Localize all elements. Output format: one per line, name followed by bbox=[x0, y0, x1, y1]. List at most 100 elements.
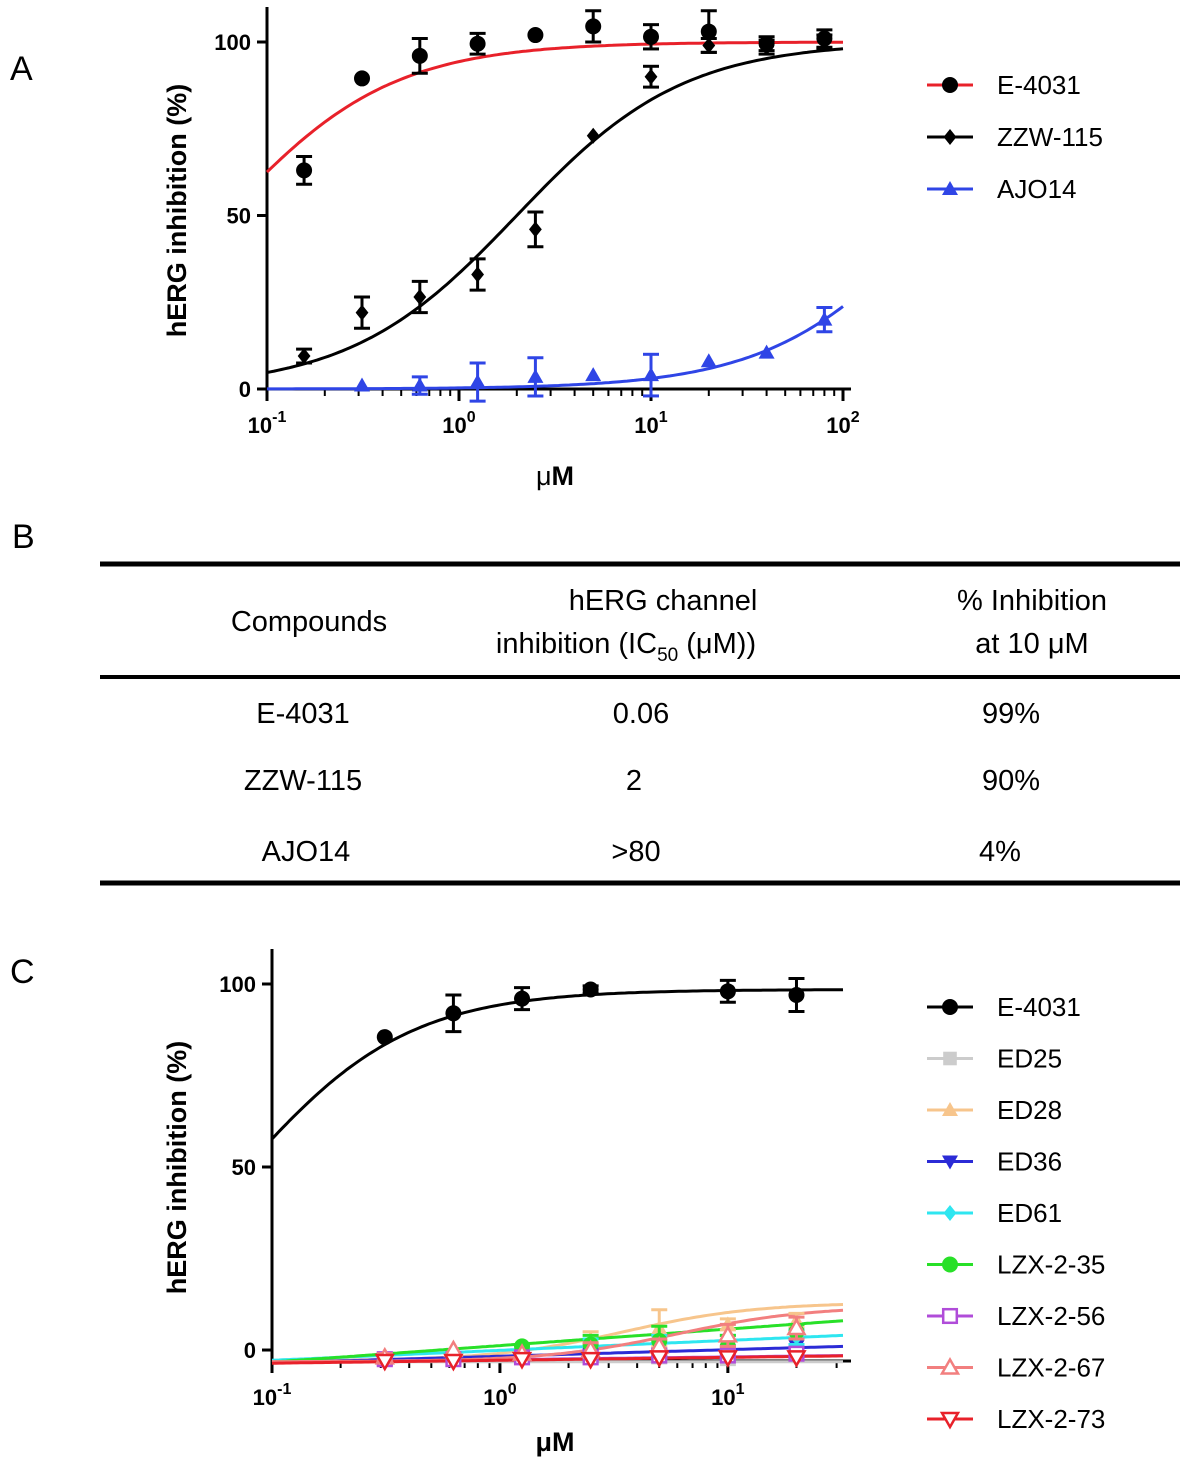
x-axis-title-unit: M bbox=[552, 461, 575, 491]
data-point bbox=[514, 990, 531, 1007]
legend-label: LZX-2-73 bbox=[997, 1404, 1105, 1434]
data-point bbox=[717, 1324, 739, 1343]
data-point bbox=[760, 39, 773, 56]
curve-ZZW-115 bbox=[266, 47, 844, 374]
table-cell-r0-c2: 99% bbox=[982, 698, 1040, 730]
series-AJO14 bbox=[354, 305, 833, 403]
curve-ED28 bbox=[272, 1303, 844, 1363]
data-point bbox=[527, 368, 544, 383]
x-axis-title-prefix: μ bbox=[536, 461, 552, 491]
legend-label: E-4031 bbox=[997, 70, 1081, 100]
data-point bbox=[580, 1351, 601, 1370]
data-point bbox=[376, 1029, 393, 1046]
legend-label: LZX-2-35 bbox=[997, 1250, 1105, 1280]
data-point bbox=[471, 266, 485, 283]
x-tick-base: 10 bbox=[442, 413, 466, 438]
y-axis-title: hERG inhibition (%) bbox=[162, 84, 192, 337]
legend-marker bbox=[939, 1411, 961, 1430]
legend-label: LZX-2-56 bbox=[997, 1301, 1105, 1331]
data-point bbox=[355, 304, 369, 321]
data-point bbox=[700, 23, 717, 40]
table-header-pct-line2: at 10 μM bbox=[975, 628, 1088, 660]
table-cell-r0-c0: E-4031 bbox=[256, 698, 350, 730]
series-LZX-2-73 bbox=[374, 1350, 807, 1372]
data-point bbox=[469, 374, 486, 389]
data-point bbox=[700, 353, 717, 368]
x-axis-title: μM bbox=[536, 461, 574, 491]
data-point bbox=[644, 68, 658, 85]
data-point bbox=[585, 367, 602, 382]
x-tick-base: 10 bbox=[253, 1385, 277, 1410]
x-tick-exponent: -1 bbox=[277, 1381, 291, 1398]
data-point bbox=[719, 983, 736, 1000]
y-tick-label: 100 bbox=[214, 30, 251, 55]
table-cell-r1-c0: ZZW-115 bbox=[244, 765, 362, 797]
y-tick-label: 50 bbox=[227, 204, 251, 229]
x-tick-label: 102 bbox=[826, 409, 859, 438]
table-cell-r2-c2: 4% bbox=[979, 836, 1021, 868]
data-point bbox=[529, 221, 542, 238]
panel-letter-b: B bbox=[12, 518, 35, 556]
table-cell-r1-c2: 90% bbox=[982, 765, 1040, 797]
data-point bbox=[411, 47, 428, 64]
legend-label: ZZW-115 bbox=[997, 122, 1103, 152]
data-point bbox=[817, 34, 831, 50]
legend-label: ED61 bbox=[997, 1198, 1062, 1228]
data-point bbox=[586, 127, 600, 144]
series-ZZW-115 bbox=[296, 33, 833, 365]
x-tick-label: 10-1 bbox=[248, 409, 287, 438]
y-tick-label: 100 bbox=[219, 972, 256, 997]
y-tick-label: 0 bbox=[244, 1338, 256, 1363]
table-header-ic50-line1: hERG channel bbox=[569, 585, 758, 617]
x-tick-exponent: 0 bbox=[508, 1381, 517, 1398]
data-point bbox=[354, 377, 371, 392]
ic50-line2-before: inhibition (IC bbox=[496, 628, 657, 660]
legend-marker bbox=[942, 999, 958, 1015]
data-point bbox=[786, 1317, 807, 1336]
data-point bbox=[643, 367, 659, 382]
panel-letter-a: A bbox=[10, 50, 33, 88]
data-point bbox=[758, 344, 775, 359]
curve-E-4031 bbox=[270, 988, 844, 1140]
ic50-line2-after: (μM)) bbox=[678, 628, 756, 660]
table-cell-r0-c1: 0.06 bbox=[613, 698, 669, 730]
curve-LZX-2-73 bbox=[272, 1354, 843, 1365]
x-tick-label: 100 bbox=[442, 409, 475, 438]
data-point bbox=[443, 1353, 464, 1372]
table-cell-r2-c0: AJO14 bbox=[262, 836, 351, 868]
x-tick-base: 10 bbox=[483, 1385, 507, 1410]
legend-marker bbox=[943, 1205, 957, 1221]
x-tick-label: 101 bbox=[634, 409, 667, 438]
data-point bbox=[297, 348, 311, 365]
y-tick-label: 0 bbox=[239, 377, 251, 402]
table-b: Compounds hERG channel inhibition (IC50 … bbox=[100, 561, 1180, 886]
x-tick-base: 10 bbox=[634, 413, 658, 438]
x-tick-exponent: 1 bbox=[659, 409, 668, 426]
x-tick-label: 101 bbox=[711, 1381, 744, 1410]
legend-marker bbox=[943, 1051, 957, 1066]
data-point bbox=[816, 311, 833, 326]
legend-label: ED25 bbox=[997, 1044, 1062, 1074]
table-header-compounds: Compounds bbox=[231, 606, 387, 638]
x-tick-label: 100 bbox=[483, 1381, 516, 1410]
data-point bbox=[786, 1350, 807, 1368]
table-cell-r1-c1: 2 bbox=[626, 765, 642, 797]
ic50-subscript: 50 bbox=[657, 645, 678, 666]
x-tick-exponent: -1 bbox=[272, 409, 286, 426]
curve-LZX-2-35 bbox=[271, 1319, 844, 1364]
curve-LZX-2-67 bbox=[272, 1308, 844, 1364]
legend-marker bbox=[942, 1256, 958, 1273]
table-header-pct-line1: % Inhibition bbox=[957, 585, 1107, 617]
data-point bbox=[511, 1351, 533, 1370]
data-point bbox=[582, 981, 599, 998]
data-point bbox=[527, 27, 544, 44]
data-point bbox=[413, 289, 427, 306]
data-point bbox=[717, 1350, 739, 1368]
table-cell-r2-c1: >80 bbox=[611, 836, 660, 868]
x-tick-base: 10 bbox=[826, 413, 850, 438]
table-header-ic50-line2: inhibition (IC50 (μM)) bbox=[496, 628, 756, 666]
legend-marker bbox=[942, 1102, 958, 1116]
legend-label: AJO14 bbox=[997, 174, 1077, 204]
data-point bbox=[374, 1353, 395, 1372]
